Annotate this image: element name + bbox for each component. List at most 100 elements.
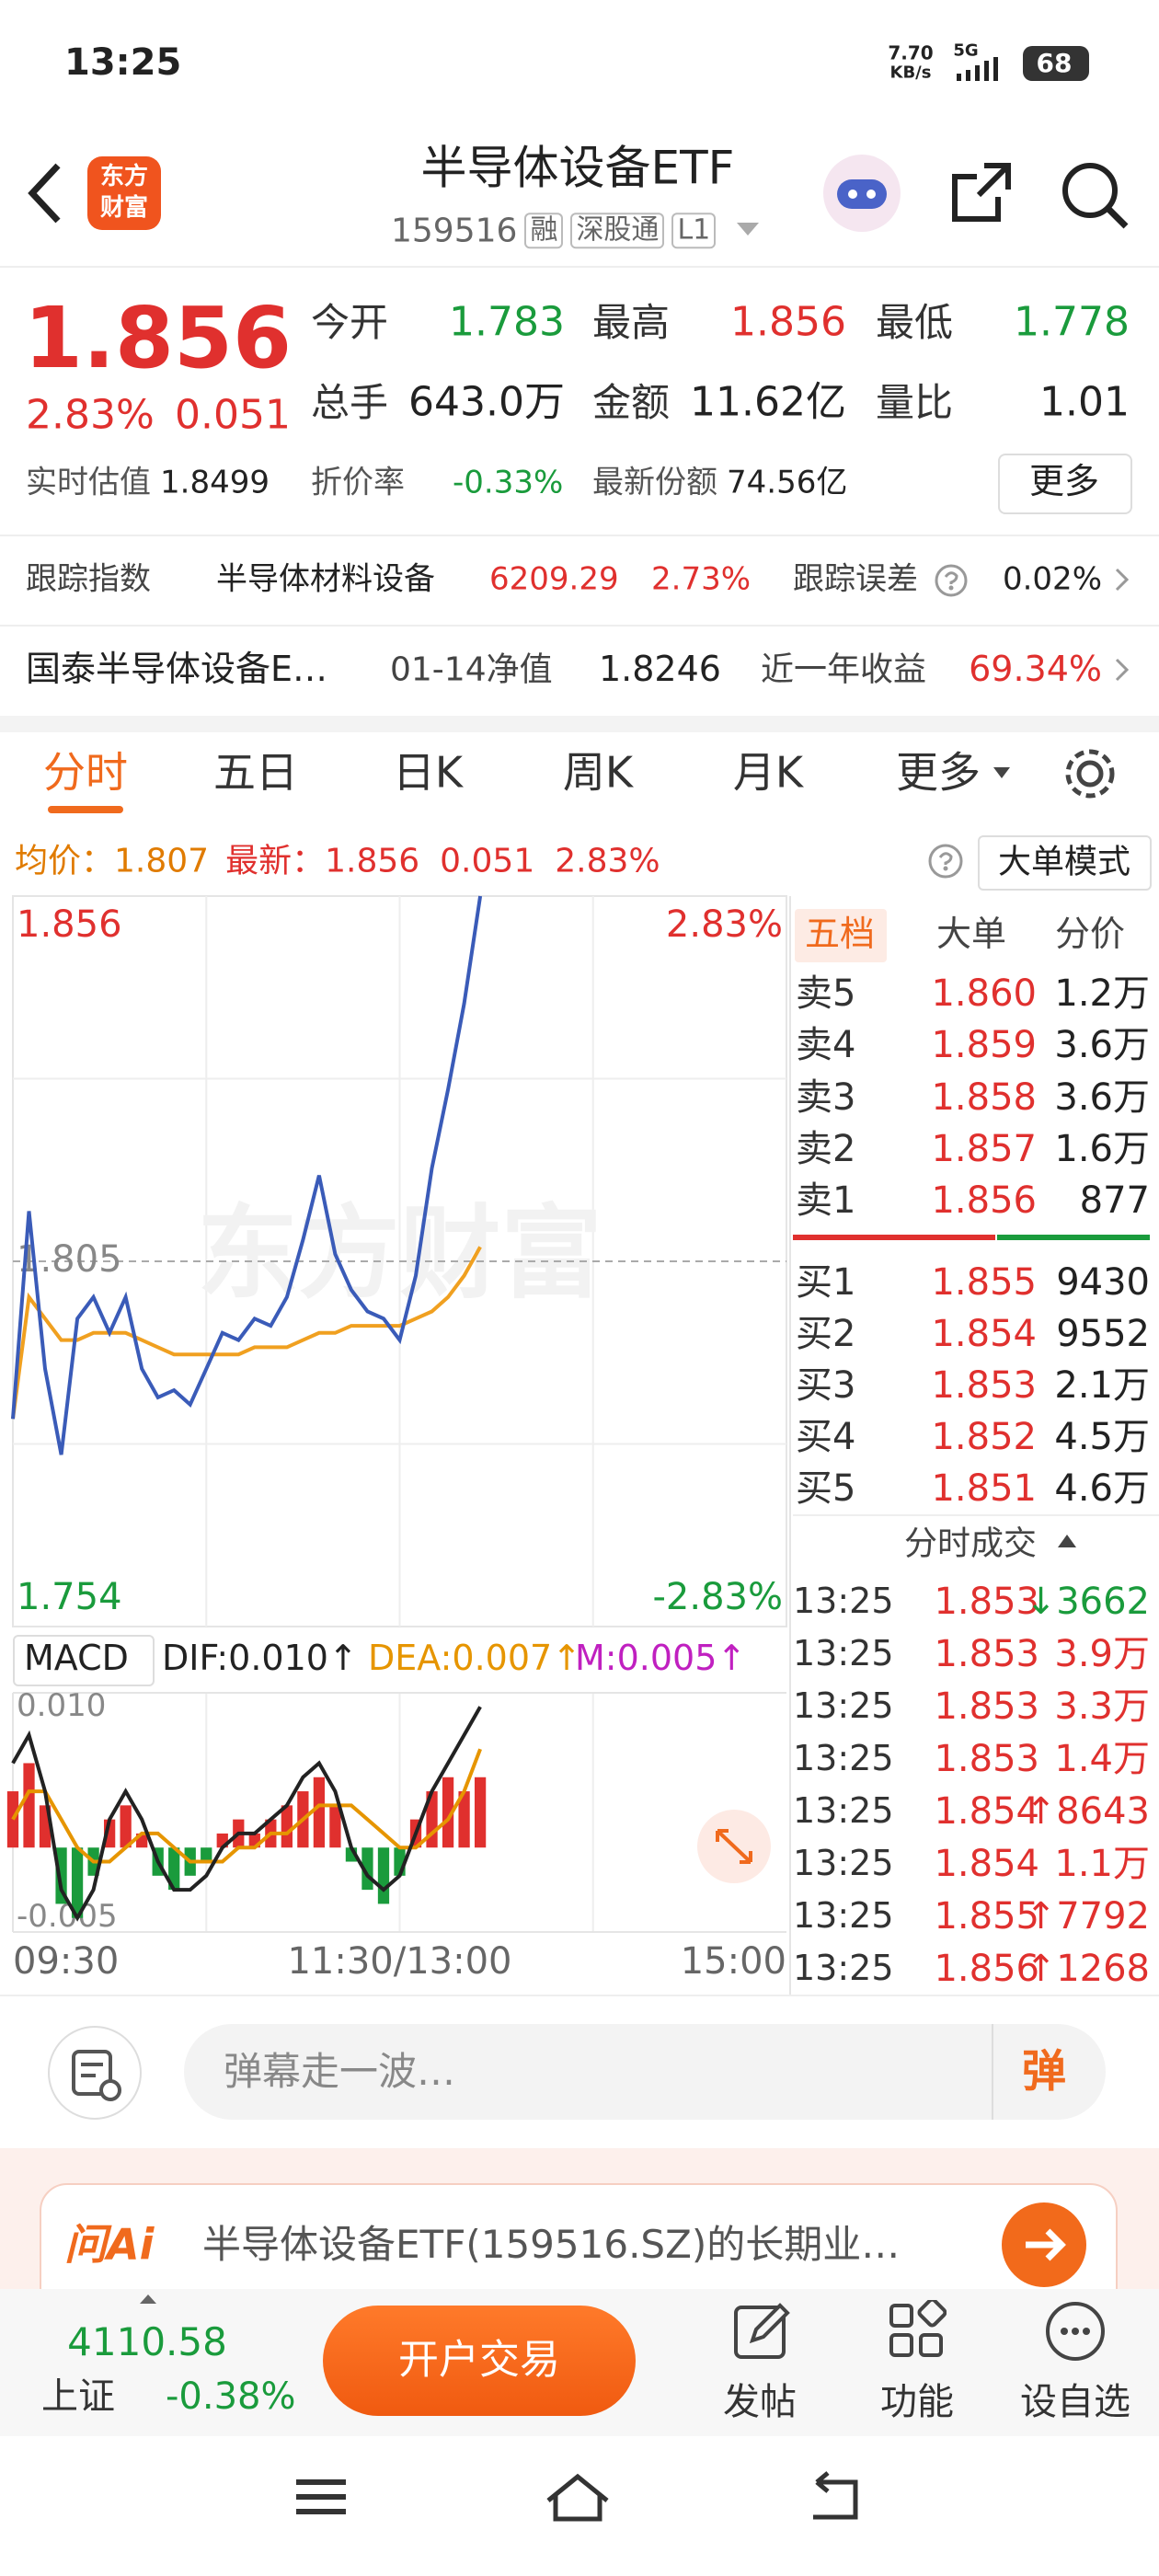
tab-bg (795, 909, 887, 962)
chevron[interactable] (1113, 656, 1131, 684)
trade-button[interactable] (323, 2306, 636, 2416)
extra-label: 实时估值 (26, 464, 151, 501)
battery (1023, 46, 1089, 81)
macd-title[interactable]: MACD (24, 1638, 129, 1679)
macd-box[interactable] (13, 1635, 155, 1686)
trade-time: 13:25 (793, 1738, 894, 1779)
track-label: 跟踪指数 (26, 560, 151, 598)
return-label: 近一年收益 (761, 650, 927, 689)
trade-volume: ↑8643 (1025, 1790, 1150, 1833)
back-nav-icon[interactable] (813, 2471, 858, 2520)
trade-time: 13:25 (793, 1685, 894, 1727)
book-tab[interactable]: 五档 (804, 914, 876, 955)
trade-price: 1.853 (934, 1581, 1039, 1623)
index-value: 4110.58 (67, 2318, 227, 2364)
tab[interactable]: 周K (562, 747, 634, 798)
function-icon[interactable] (888, 2300, 947, 2361)
back-icon[interactable] (23, 161, 69, 225)
comment-input[interactable] (184, 2024, 1106, 2120)
book-tab[interactable]: 大单 (935, 914, 1007, 955)
more-button[interactable] (998, 454, 1132, 514)
dropdown-icon[interactable] (992, 765, 1012, 782)
book-label: 买3 (796, 1364, 856, 1407)
more-label[interactable]: 更多 (1028, 461, 1100, 502)
trade-price: 1.853 (934, 1633, 1039, 1675)
tab[interactable]: 更多 (896, 747, 981, 798)
danmu-button[interactable]: 弹 (1021, 2045, 1067, 2098)
comment-placeholder[interactable]: 弹幕走一波… (224, 2048, 456, 2094)
ai-arrow[interactable] (1000, 2201, 1088, 2289)
macd-bar (474, 1777, 487, 1848)
stat-extra: 实时估值 1.8499 (26, 465, 270, 500)
tab[interactable]: 五日 (213, 747, 298, 798)
tab[interactable]: 月K (732, 747, 804, 798)
dropdown-icon[interactable] (734, 219, 762, 241)
dea-label: DEA:0.007↑ (368, 1638, 582, 1679)
ratio-bar (997, 1235, 1150, 1240)
net-unit: KB/s (889, 63, 932, 83)
trade-volume: 3.9万 (1054, 1633, 1150, 1675)
up-icon[interactable] (138, 2293, 158, 2306)
stat-extra: 最新份额 74.56亿 (592, 465, 847, 500)
mode-label[interactable]: 大单模式 (997, 843, 1131, 881)
track-index: 半导体材料设备 (216, 560, 435, 598)
search-icon[interactable] (1058, 158, 1131, 232)
avg-value: 1.807 (114, 842, 210, 880)
tab-underline (48, 806, 123, 813)
help-icon[interactable] (927, 843, 964, 880)
sort-icon[interactable] (1056, 1531, 1078, 1549)
danmu-icon[interactable] (46, 2024, 143, 2122)
book-price: 1.854 (931, 1313, 1037, 1355)
robot-icon[interactable] (819, 152, 906, 235)
stat-value: 643.0万 (408, 378, 565, 426)
app-logo (87, 156, 161, 230)
macd-bar (23, 1763, 35, 1848)
trade-price: 1.855 (934, 1895, 1039, 1938)
tab[interactable]: 分时 (43, 747, 128, 798)
action-label[interactable]: 设自选 (1020, 2381, 1130, 2423)
stat-value: 11.62亿 (690, 378, 846, 426)
track-error-label: 跟踪误差 (793, 560, 918, 598)
x-tick-label: 15:00 (681, 1940, 786, 1983)
home-icon[interactable] (546, 2473, 609, 2522)
book-tab[interactable]: 分价 (1054, 914, 1126, 955)
info-change: 0.051 (440, 842, 535, 880)
trade-time: 13:25 (793, 1790, 894, 1832)
book-volume: 3.6万 (1054, 1075, 1150, 1119)
stock-title: 半导体设备ETF (420, 141, 735, 195)
stock-tag: 深股通 (570, 213, 665, 249)
stat-label: 最高 (592, 299, 671, 345)
expand-icon[interactable] (697, 1810, 771, 1883)
macd-bar (201, 1847, 212, 1862)
m-label: M:0.005↑ (575, 1638, 747, 1679)
chevron[interactable] (1113, 566, 1131, 593)
divider (0, 1995, 1159, 1996)
stat-extra: 折价率 -0.33% (311, 465, 563, 500)
return-value: 69.34% (969, 649, 1102, 690)
y2-tick-label: -2.83% (652, 1576, 783, 1618)
action-label[interactable]: 发帖 (723, 2381, 797, 2423)
x-tick-label: 11:30/13:00 (287, 1940, 511, 1983)
track-pct: 2.73% (651, 560, 752, 598)
share-icon[interactable] (947, 158, 1016, 227)
help-icon[interactable] (934, 563, 969, 598)
action-label[interactable]: 功能 (880, 2381, 954, 2423)
extra-value: -0.33% (453, 464, 564, 501)
settings-icon[interactable] (1060, 743, 1120, 804)
macd-bar (377, 1847, 390, 1904)
mode-button[interactable] (978, 835, 1152, 891)
watchlist-icon[interactable] (1044, 2300, 1107, 2363)
stat-value: 1.856 (730, 298, 846, 346)
expand-arrows (716, 1829, 752, 1864)
trade-label[interactable]: 开户交易 (398, 2336, 560, 2384)
extra-value: 1.8499 (160, 464, 270, 501)
menu-icon[interactable] (296, 2479, 346, 2514)
stock-tag: 融 (524, 213, 564, 249)
ai-text[interactable]: 半导体设备ETF(159516.SZ)的长期业… (202, 2221, 901, 2267)
x-tick-label: 09:30 (13, 1940, 119, 1983)
tab[interactable]: 日K (392, 747, 464, 798)
nav-bar (296, 2471, 858, 2522)
post-icon[interactable] (732, 2300, 791, 2361)
trade-time: 13:25 (793, 1895, 894, 1937)
